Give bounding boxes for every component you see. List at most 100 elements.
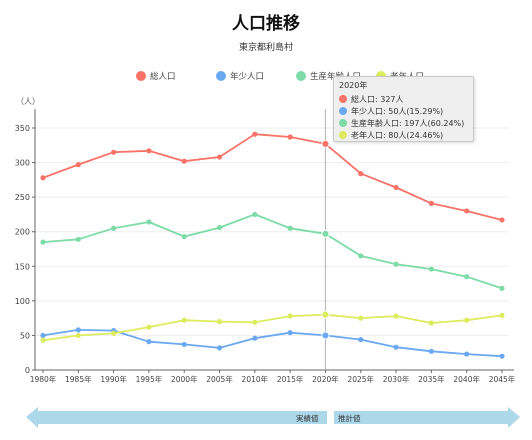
data-point	[216, 319, 223, 325]
y-grid	[35, 127, 509, 336]
tooltip-row-young: 年少人口: 50人(15.29%)	[339, 105, 468, 117]
data-point	[393, 261, 399, 267]
data-point	[75, 327, 81, 333]
legend-dot-icon	[296, 71, 306, 81]
data-point	[321, 331, 330, 340]
y-tick-label: 350	[15, 124, 30, 133]
data-point	[252, 319, 258, 325]
tooltip-dot-icon	[339, 131, 347, 139]
tooltip-text-young: 年少人口: 50人(15.29%)	[351, 106, 444, 116]
series-3	[40, 310, 505, 343]
y-tick-label: 50	[20, 331, 30, 340]
data-point	[216, 154, 223, 160]
data-point	[181, 341, 187, 348]
legend-item-young[interactable]: 年少人口	[216, 68, 264, 84]
data-point	[499, 217, 505, 223]
legend-label-young: 年少人口	[230, 72, 265, 82]
data-point	[287, 225, 293, 231]
series-0	[40, 131, 505, 223]
series-line	[42, 133, 503, 221]
data-point	[146, 339, 152, 345]
projected-period-arrow-icon	[334, 407, 520, 428]
data-point	[40, 239, 46, 245]
legend-label-total: 総人口	[150, 72, 176, 82]
x-tick-label: 2015年	[277, 374, 304, 384]
data-point	[146, 324, 152, 330]
data-point	[428, 348, 434, 354]
y-tick-label: 200	[15, 228, 30, 237]
data-point	[428, 266, 434, 272]
x-tick-label: 2020年	[312, 374, 339, 384]
tooltip-dot-icon	[339, 107, 347, 115]
series-1	[40, 327, 505, 359]
tooltip-dot-icon	[339, 95, 347, 103]
data-point	[40, 332, 46, 339]
x-tick-label: 2000年	[171, 374, 198, 384]
data-point	[111, 149, 117, 155]
x-tick-label: 2045年	[489, 374, 516, 384]
data-point	[75, 332, 81, 339]
data-point	[358, 315, 364, 321]
data-point	[464, 351, 470, 357]
data-point	[40, 337, 46, 343]
series-2	[40, 211, 505, 292]
data-point	[428, 320, 434, 326]
data-point	[216, 345, 223, 351]
data-point	[321, 310, 330, 319]
y-axis-unit-label: （人）	[16, 97, 40, 106]
data-point	[252, 335, 258, 341]
legend-dot-icon	[216, 71, 226, 81]
data-point	[464, 208, 470, 214]
x-tick-label: 2010年	[242, 374, 269, 384]
legend-dot-icon	[136, 71, 146, 81]
legend-item-total[interactable]: 総人口	[136, 68, 176, 84]
x-tick-label: 2030年	[383, 374, 410, 384]
data-point	[464, 274, 470, 280]
y-tick-label: 100	[15, 297, 30, 306]
data-point	[499, 353, 505, 359]
data-point	[252, 131, 258, 137]
x-tick-label: 2040年	[453, 374, 480, 384]
tooltip-row-elderly: 老年人口: 80人(24.46%)	[339, 129, 468, 141]
x-tick-label: 2005年	[206, 374, 233, 384]
tooltip-text-elderly: 老年人口: 80人(24.46%)	[351, 130, 444, 140]
x-tick-label: 2035年	[418, 374, 445, 384]
data-point	[111, 225, 117, 231]
tooltip-row-working: 生産年齢人口: 197人(60.24%)	[339, 117, 468, 129]
data-point	[216, 224, 223, 231]
data-point	[499, 285, 505, 292]
tooltip-text-total: 総人口: 327人	[351, 94, 404, 104]
chart-title: 人口推移	[232, 14, 300, 34]
data-point	[75, 162, 81, 168]
data-point	[111, 330, 117, 336]
tooltip-dot-icon	[339, 119, 347, 127]
x-tick-label: 1995年	[136, 374, 163, 384]
data-point	[287, 313, 293, 319]
y-tick-label: 0	[25, 366, 30, 375]
data-point	[75, 236, 81, 242]
data-point	[40, 175, 46, 181]
data-point	[252, 211, 258, 218]
data-point	[287, 134, 293, 140]
axes: 0 50 100 150 200 250 300 350 1980年 1985年 1990年 1995…	[15, 109, 516, 384]
data-point	[358, 336, 364, 343]
data-point	[181, 158, 187, 164]
data-point	[358, 253, 364, 259]
data-point	[321, 139, 330, 149]
x-tick-label: 1980年	[30, 374, 57, 384]
y-tick-label: 300	[15, 159, 30, 168]
series-line	[42, 213, 503, 290]
period-band-arrows	[26, 407, 520, 428]
data-tooltip: 2020年 総人口: 327人 年少人口: 50人(15.29%) 生産年齢人口…	[333, 76, 474, 142]
data-point	[181, 233, 187, 240]
x-tick-label: 1985年	[65, 374, 92, 384]
data-point	[428, 200, 434, 206]
x-tick-label: 1990年	[100, 374, 127, 384]
actual-period-label: 実績値	[296, 414, 319, 423]
data-point	[464, 317, 470, 323]
data-point	[393, 184, 399, 191]
data-point	[321, 229, 330, 238]
chart-subtitle: 東京都利島村	[238, 43, 293, 53]
data-point	[287, 330, 293, 336]
data-point	[358, 171, 364, 177]
